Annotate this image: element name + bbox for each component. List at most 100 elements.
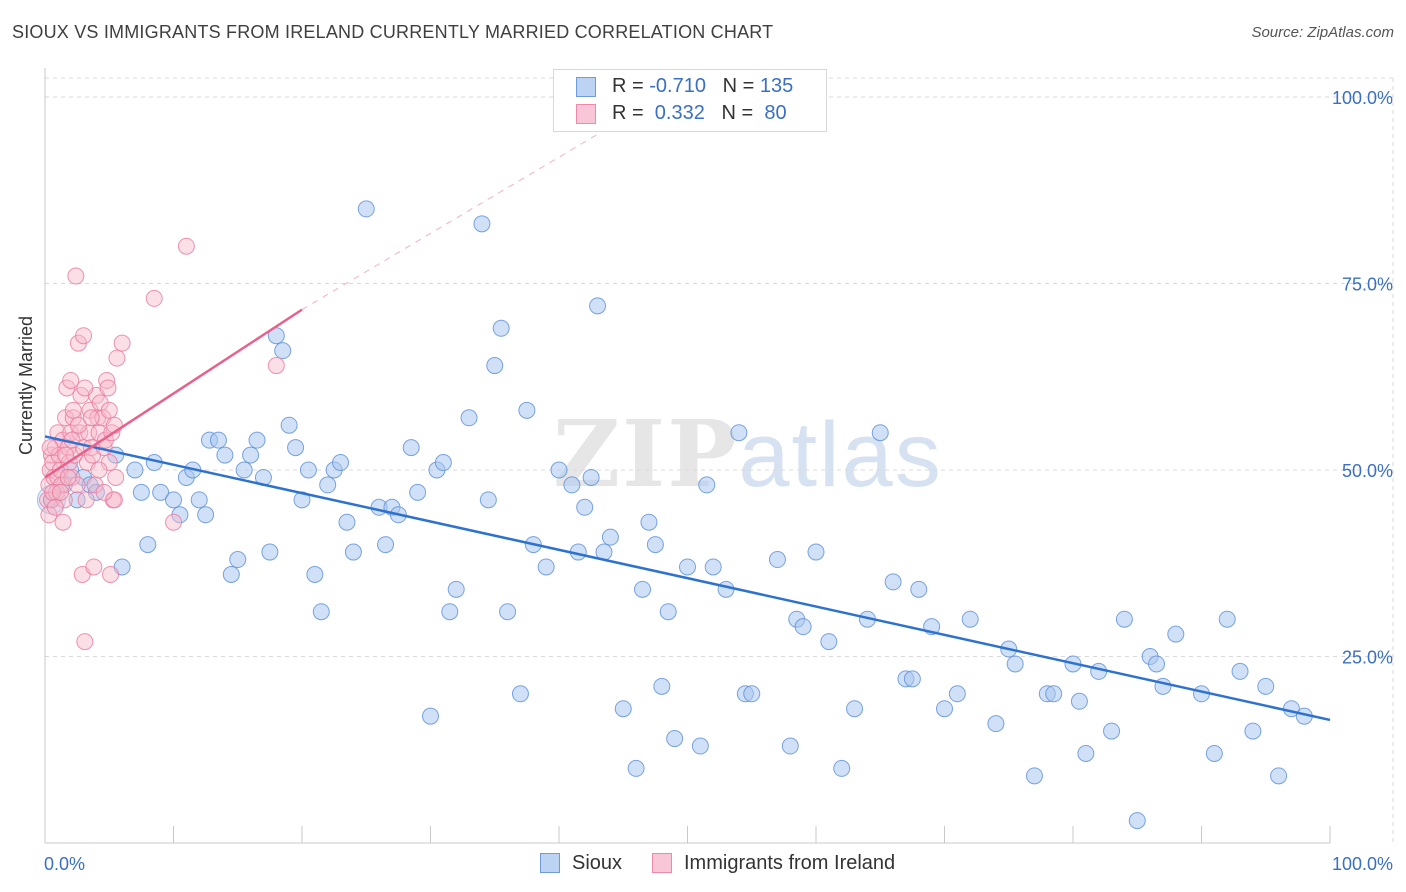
- ireland-point: [54, 513, 72, 531]
- sioux-point: [948, 685, 966, 703]
- ireland-point: [82, 409, 100, 427]
- legend-n-value: 135: [759, 75, 794, 97]
- sioux-point: [486, 357, 504, 375]
- sioux-point: [1077, 744, 1095, 762]
- sioux-point: [704, 558, 722, 576]
- legend-r-label: R =: [612, 75, 650, 97]
- sioux-point: [492, 319, 510, 337]
- ireland-point: [62, 371, 80, 389]
- sioux-point: [479, 491, 497, 509]
- sioux-point: [717, 580, 735, 598]
- trend-lines: [44, 133, 1331, 722]
- sioux-point: [846, 700, 864, 718]
- sioux-point: [280, 416, 298, 434]
- sioux-point: [422, 707, 439, 725]
- sioux-point: [820, 633, 838, 651]
- ireland-point: [113, 334, 131, 352]
- y-tick-label: 50.0%: [1342, 461, 1393, 481]
- sioux-point: [1257, 677, 1275, 695]
- ireland-point: [77, 491, 95, 509]
- sioux-point: [589, 297, 607, 315]
- sioux-point: [1090, 662, 1108, 680]
- sioux-point: [903, 670, 921, 688]
- sioux-point: [1128, 812, 1146, 830]
- sioux-point: [768, 551, 786, 569]
- sioux-point: [627, 759, 645, 777]
- sioux-point: [229, 551, 247, 569]
- legend-n-label: N =: [721, 102, 759, 124]
- correlation-legend: R = -0.710 N = 135 R = 0.332 N = 80: [553, 69, 827, 132]
- sioux-point: [409, 483, 427, 501]
- source-credit: Source: ZipAtlas.com: [1251, 24, 1394, 41]
- ireland-trend-extension: [301, 133, 598, 311]
- sioux-point: [460, 409, 478, 427]
- ireland-trend-line: [44, 308, 303, 479]
- sioux-point: [640, 513, 658, 531]
- ireland-point: [85, 558, 103, 576]
- ireland-point: [177, 237, 195, 255]
- ireland-point: [90, 461, 108, 479]
- sioux-point: [126, 461, 144, 479]
- sioux-point: [511, 685, 529, 703]
- sioux-point: [377, 536, 395, 554]
- sioux-point: [987, 715, 1005, 733]
- sioux-point: [653, 677, 671, 695]
- sioux-point: [1148, 655, 1166, 673]
- sioux-point: [910, 580, 928, 598]
- sioux-point: [1045, 685, 1063, 703]
- legend-r-label: R =: [612, 102, 650, 124]
- sioux-point: [1167, 625, 1185, 643]
- sioux-point: [434, 454, 452, 472]
- legend-swatch-ireland: [576, 104, 596, 124]
- sioux-point: [209, 431, 227, 449]
- sioux-point: [1205, 744, 1223, 762]
- legend-n-label: N =: [722, 75, 760, 97]
- sioux-point: [614, 700, 632, 718]
- x-tick-label-max: 100.0%: [1332, 854, 1393, 874]
- ireland-point: [67, 267, 85, 285]
- sioux-point: [499, 603, 517, 621]
- sioux-point: [274, 342, 292, 360]
- sioux-point: [447, 580, 465, 598]
- sioux-point: [152, 483, 170, 501]
- y-tick-label: 25.0%: [1342, 648, 1393, 668]
- watermark-atlas: atlas: [738, 404, 943, 506]
- sioux-point: [884, 573, 902, 591]
- sioux-point: [563, 476, 581, 494]
- ireland-points: [39, 237, 285, 651]
- ireland-point: [76, 633, 94, 651]
- sioux-point: [287, 439, 305, 457]
- sioux-point: [691, 737, 709, 755]
- ireland-point: [267, 357, 285, 375]
- legend-r-value: -0.710: [649, 75, 706, 97]
- sioux-point: [165, 491, 182, 509]
- sioux-point: [190, 491, 208, 509]
- sioux-point: [1070, 692, 1088, 710]
- sioux-point: [1115, 610, 1133, 628]
- sioux-point: [666, 730, 684, 748]
- ireland-point: [51, 483, 69, 501]
- y-tick-label: 75.0%: [1342, 275, 1393, 295]
- series-swatch-ireland: [652, 853, 672, 873]
- ireland-point: [46, 498, 64, 516]
- sioux-point: [730, 424, 748, 442]
- sioux-point: [132, 483, 150, 501]
- sioux-point: [1231, 662, 1249, 680]
- sioux-point: [473, 215, 491, 233]
- legend-r-value: 0.332: [649, 102, 705, 124]
- sioux-point: [698, 476, 716, 494]
- sioux-point: [781, 737, 799, 755]
- x-tick-label-min: 0.0%: [44, 854, 85, 874]
- sioux-point: [332, 454, 350, 472]
- sioux-point: [441, 603, 459, 621]
- ireland-point: [75, 327, 93, 345]
- ireland-point: [145, 289, 163, 307]
- sioux-point: [402, 439, 420, 457]
- sioux-point: [1270, 767, 1288, 785]
- chart-title: SIOUX VS IMMIGRANTS FROM IRELAND CURRENT…: [12, 22, 774, 42]
- sioux-point: [582, 468, 600, 486]
- sioux-point: [216, 446, 234, 464]
- sioux-point: [601, 528, 619, 546]
- sioux-point: [261, 543, 279, 561]
